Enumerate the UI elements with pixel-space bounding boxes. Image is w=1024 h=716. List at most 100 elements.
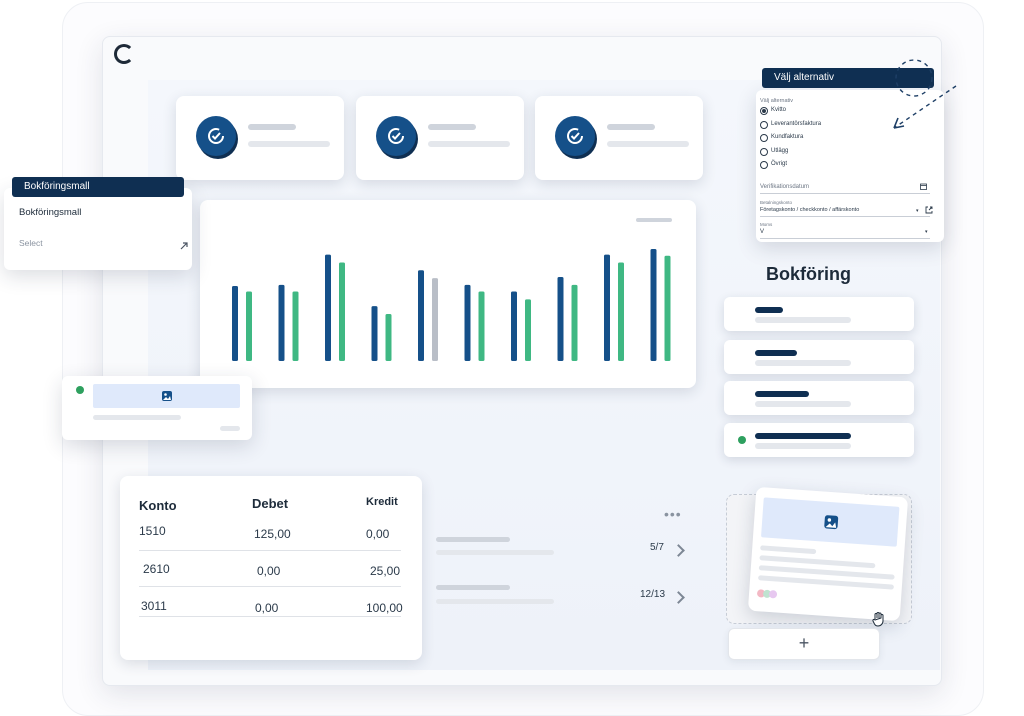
options-card-title: Välj alternativ — [762, 68, 934, 88]
vat-select[interactable]: V — [760, 229, 765, 235]
chart-bar — [464, 284, 471, 361]
pager-count: 12/13 — [640, 589, 666, 600]
pager-count: 5/7 — [650, 542, 664, 553]
chevron-down-icon: ▾ — [925, 229, 928, 235]
chart-bar — [432, 278, 438, 361]
success-check-icon — [738, 436, 746, 444]
legend-placeholder — [636, 218, 672, 222]
radio-option[interactable]: Övrigt — [760, 160, 920, 170]
chart-bar — [339, 262, 345, 361]
ledger-table: Konto Debet Kredit 1510 125,00 0,00 2610… — [120, 476, 422, 660]
radio-button[interactable] — [760, 161, 768, 169]
template-select[interactable]: Select — [19, 238, 189, 254]
chevron-right-icon[interactable] — [672, 544, 685, 557]
more-horizontal-icon[interactable]: ••• — [664, 506, 682, 522]
radio-label: Övrigt — [771, 161, 788, 167]
chart-bar — [604, 254, 610, 361]
hand-grab-icon — [872, 612, 884, 627]
image-preview — [761, 497, 900, 547]
image-icon — [824, 515, 839, 530]
column-header-debet: Debet — [252, 496, 289, 511]
list-item[interactable] — [724, 381, 914, 415]
column-header-konto: Konto — [139, 498, 177, 513]
kpi-card[interactable] — [176, 96, 344, 180]
bookkeeping-title: Bokföring — [766, 264, 851, 284]
chevron-right-icon[interactable] — [672, 591, 685, 604]
chart-bar — [418, 270, 424, 361]
template-field-label: Bokföringsmall — [19, 207, 82, 218]
table-cell: 25,00 — [370, 564, 401, 578]
account-select[interactable]: Företagskonto / checkkonto / affärskonto — [760, 207, 860, 213]
radio-label: Leverantörsfaktura — [771, 120, 822, 127]
cursor-pointer-icon — [893, 59, 957, 129]
pager-row[interactable]: 12/13 — [436, 584, 692, 608]
success-check-icon — [76, 386, 84, 394]
chart-bar — [278, 284, 285, 361]
table-cell: 2610 — [143, 562, 170, 576]
table-cell: 3011 — [141, 599, 167, 613]
chart-bar — [232, 285, 238, 361]
kpi-card[interactable] — [535, 96, 703, 180]
check-badge-icon — [376, 116, 416, 156]
chart-bar — [371, 306, 378, 361]
account-label: Betalningskonto — [760, 200, 793, 205]
list-item[interactable] — [724, 423, 914, 457]
options-group-label: Välj alternativ — [760, 98, 794, 104]
list-item[interactable] — [724, 297, 914, 331]
table-cell: 0,00 — [257, 564, 281, 578]
date-label: Verifikationsdatum — [760, 184, 810, 190]
chart-bar — [385, 313, 392, 361]
radio-option[interactable]: Kundfaktura — [760, 133, 920, 143]
add-button[interactable]: + — [728, 628, 880, 660]
radio-label: Kundfaktura — [771, 134, 804, 140]
vat-label: Moms — [760, 222, 773, 227]
chart-bar — [325, 254, 331, 361]
chart-bar — [571, 284, 578, 361]
kpi-card[interactable] — [356, 96, 524, 180]
document-card[interactable] — [747, 486, 909, 622]
options-card: Välj alternativ Kvitto Leverantörsfaktura… — [756, 90, 944, 242]
loading-spinner-icon — [114, 44, 134, 64]
chart-bar — [246, 291, 252, 361]
table-cell: 0,00 — [255, 601, 279, 615]
radio-option[interactable]: Leverantörsfaktura — [760, 120, 920, 130]
external-link-icon[interactable] — [925, 206, 933, 214]
calendar-icon[interactable] — [920, 183, 927, 190]
chart-bar — [511, 291, 517, 361]
radio-option[interactable]: Kvitto — [760, 106, 920, 116]
radio-label: Kvitto — [771, 107, 787, 113]
image-preview — [93, 384, 240, 408]
chart-bar — [650, 249, 657, 361]
radio-button[interactable] — [760, 134, 768, 142]
chart-bar — [525, 299, 531, 361]
bar-chart — [232, 249, 671, 361]
radio-option[interactable]: Utlägg — [760, 147, 920, 157]
check-badge-icon — [555, 116, 595, 156]
chart-bar — [557, 277, 564, 361]
radio-button[interactable] — [760, 107, 768, 115]
template-select-placeholder: Select — [19, 238, 43, 248]
table-cell: 100,00 — [366, 601, 403, 615]
template-card: Bokföringsmall Select — [4, 188, 192, 270]
table-cell: 1510 — [139, 524, 166, 538]
table-cell: 125,00 — [254, 527, 291, 541]
bar-chart-card — [200, 200, 696, 388]
check-badge-icon — [196, 116, 236, 156]
image-icon — [162, 391, 172, 401]
arrow-up-right-icon — [180, 242, 188, 250]
radio-button[interactable] — [760, 120, 768, 129]
chevron-down-icon: ▾ — [916, 208, 919, 214]
list-item[interactable] — [724, 340, 914, 374]
table-cell: 0,00 — [366, 527, 390, 541]
chart-bar — [664, 255, 671, 361]
pager-row[interactable]: 5/7 — [436, 536, 692, 560]
chart-bar — [618, 262, 624, 361]
column-header-kredit: Kredit — [366, 496, 398, 508]
template-card-title: Bokföringsmall — [12, 177, 184, 197]
chart-bar — [478, 291, 485, 361]
radio-button[interactable] — [760, 147, 768, 156]
upload-card[interactable] — [62, 376, 252, 440]
avatar — [768, 589, 778, 599]
radio-label: Utlägg — [771, 147, 789, 154]
chart-bar — [292, 291, 299, 361]
